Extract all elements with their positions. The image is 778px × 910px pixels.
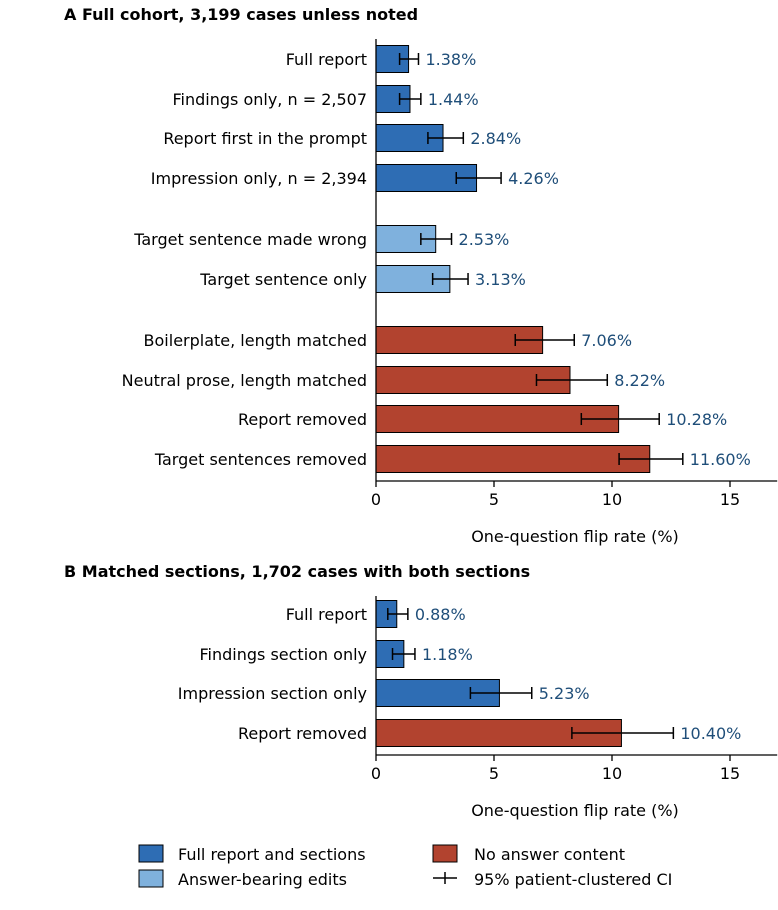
panel-b-value-label-3: 5.23% xyxy=(539,684,590,703)
panel-a: A Full cohort, 3,199 cases unless noted … xyxy=(64,5,778,546)
panel-a-title: A Full cohort, 3,199 cases unless noted xyxy=(64,5,418,24)
legend-label-no-answer: No answer content xyxy=(474,845,625,864)
panel-a-category-label-9: Report removed xyxy=(238,410,367,429)
panel-a-x-tick-label-1: 0 xyxy=(371,490,381,509)
legend: Full report and sections No answer conte… xyxy=(138,844,672,889)
panel-a-x-tick-label-3: 10 xyxy=(602,490,622,509)
legend-swatch-no-answer xyxy=(432,844,458,863)
panel-a-x-tick-label-2: 5 xyxy=(489,490,499,509)
panel-b: B Matched sections, 1,702 cases with bot… xyxy=(64,562,778,820)
panel-b-value-label-4: 10.40% xyxy=(680,724,741,743)
panel-a-category-label-7: Boilerplate, length matched xyxy=(144,331,367,350)
panel-b-category-label-1: Full report xyxy=(286,605,367,624)
panel-a-value-label-6: 3.13% xyxy=(475,270,526,289)
panel-a-value-label-9: 10.28% xyxy=(666,410,727,429)
panel-a-value-label-8: 8.22% xyxy=(614,371,665,390)
panel-a-value-label-7: 7.06% xyxy=(581,331,632,350)
legend-label-full-sections: Full report and sections xyxy=(178,845,366,864)
panel-b-x-tick-label-3: 10 xyxy=(602,764,622,783)
panel-a-category-label-3: Report first in the prompt xyxy=(163,129,367,148)
legend-label-ci: 95% patient-clustered CI xyxy=(474,870,672,889)
panel-a-value-label-5: 2.53% xyxy=(459,230,510,249)
panel-a-value-label-4: 4.26% xyxy=(508,169,559,188)
panel-b-category-label-2: Findings section only xyxy=(200,645,368,664)
panel-a-category-label-10: Target sentences removed xyxy=(154,450,367,469)
panel-a-x-tick-label-4: 15 xyxy=(720,490,740,509)
panel-a-x-axis-title: One-question flip rate (%) xyxy=(471,527,679,546)
panel-a-category-label-2: Findings only, n = 2,507 xyxy=(173,90,367,109)
panel-b-x-axis-title: One-question flip rate (%) xyxy=(471,801,679,820)
panel-a-category-label-6: Target sentence only xyxy=(199,270,367,289)
panel-a-value-label-3: 2.84% xyxy=(470,129,521,148)
panel-a-value-label-2: 1.44% xyxy=(428,90,479,109)
panel-b-title: B Matched sections, 1,702 cases with bot… xyxy=(64,562,530,581)
panel-b-x-tick-label-1: 0 xyxy=(371,764,381,783)
legend-swatch-full-sections xyxy=(138,844,164,863)
panel-a-category-label-4: Impression only, n = 2,394 xyxy=(151,169,367,188)
panel-a-bar-10 xyxy=(375,445,651,473)
panel-b-value-label-1: 0.88% xyxy=(415,605,466,624)
panel-a-category-label-8: Neutral prose, length matched xyxy=(122,371,367,390)
panel-a-category-label-5: Target sentence made wrong xyxy=(133,230,367,249)
legend-swatch-answer-bearing xyxy=(138,869,164,888)
legend-label-answer-bearing: Answer-bearing edits xyxy=(178,870,347,889)
panel-b-category-label-4: Report removed xyxy=(238,724,367,743)
panel-a-category-label-1: Full report xyxy=(286,50,367,69)
panel-b-x-tick-label-2: 5 xyxy=(489,764,499,783)
panel-a-value-label-1: 1.38% xyxy=(425,50,476,69)
panel-b-category-label-3: Impression section only xyxy=(178,684,367,703)
panel-b-x-tick-label-4: 15 xyxy=(720,764,740,783)
panel-a-value-label-10: 11.60% xyxy=(690,450,751,469)
panel-b-value-label-2: 1.18% xyxy=(422,645,473,664)
